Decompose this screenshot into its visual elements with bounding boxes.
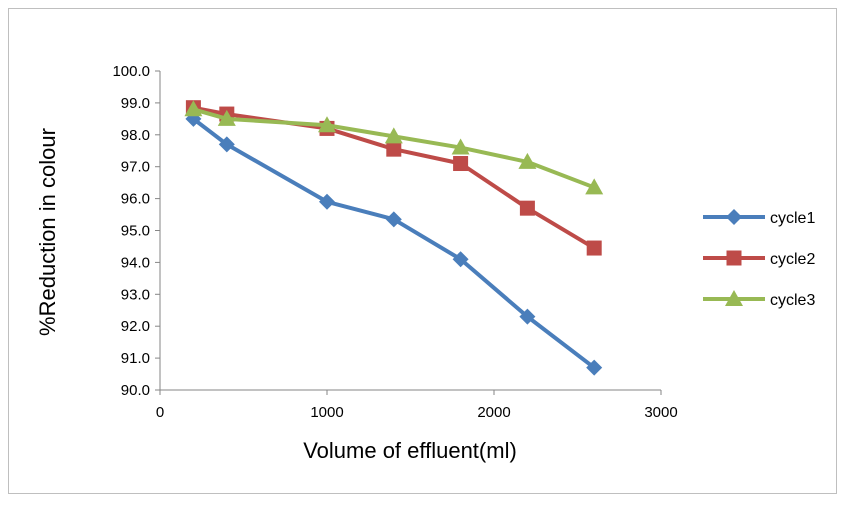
- chart-border: [8, 8, 837, 494]
- y-tick-label: 98.0: [121, 127, 150, 144]
- legend-swatch-marker: [726, 250, 742, 266]
- legend-label: cycle2: [770, 251, 815, 268]
- y-tick-label: 96.0: [121, 191, 150, 208]
- data-point: [585, 178, 604, 195]
- data-point: [586, 359, 603, 376]
- legend-item-cycle3: cycle3: [703, 290, 815, 309]
- x-tick-label: 0: [156, 404, 164, 421]
- y-tick-label: 91.0: [121, 350, 150, 367]
- legend-label: cycle3: [770, 292, 815, 309]
- legend-swatch-marker: [725, 290, 743, 306]
- data-point: [218, 136, 235, 153]
- legend-label: cycle1: [770, 210, 815, 227]
- data-point: [217, 109, 236, 126]
- y-tick-label: 93.0: [121, 286, 150, 303]
- data-point: [319, 193, 335, 210]
- y-tick-label: 100.0: [112, 63, 150, 80]
- series-cycle3: [184, 100, 604, 195]
- x-tick-label: 3000: [644, 404, 677, 421]
- x-tick-label: 2000: [477, 404, 510, 421]
- data-point: [384, 127, 403, 144]
- data-point: [318, 116, 336, 133]
- legend-swatch-marker: [726, 209, 742, 225]
- data-point: [518, 152, 537, 169]
- data-point: [184, 100, 203, 117]
- y-tick-label: 99.0: [121, 95, 150, 112]
- series-cycle1: [185, 110, 603, 376]
- data-point: [519, 200, 535, 216]
- series-plot: [184, 100, 604, 376]
- data-point: [452, 251, 469, 268]
- y-tick-label: 95.0: [121, 223, 150, 240]
- legend-item-cycle1: cycle1: [703, 209, 815, 227]
- legend-item-cycle2: cycle2: [703, 250, 815, 268]
- x-axis-title: Volume of effluent(ml): [303, 438, 517, 463]
- data-point: [451, 138, 470, 155]
- data-point: [519, 308, 536, 325]
- y-tick-label: 90.0: [121, 382, 150, 399]
- y-tick-label: 97.0: [121, 159, 150, 176]
- data-point: [386, 141, 402, 157]
- y-tick-label: 94.0: [121, 254, 150, 271]
- data-point: [385, 211, 402, 228]
- data-point: [586, 240, 602, 256]
- legend: cycle1 cycle2 cycle3: [703, 209, 815, 309]
- y-axis-title: %Reduction in colour: [35, 128, 60, 336]
- tick-labels: 90.0 91.0 92.0 93.0 94.0 95.0 96.0 97.0 98.0 99.0…: [112, 63, 677, 421]
- x-tick-label: 1000: [310, 404, 343, 421]
- data-point: [453, 156, 469, 172]
- y-tick-label: 92.0: [121, 318, 150, 335]
- axes: [155, 70, 662, 395]
